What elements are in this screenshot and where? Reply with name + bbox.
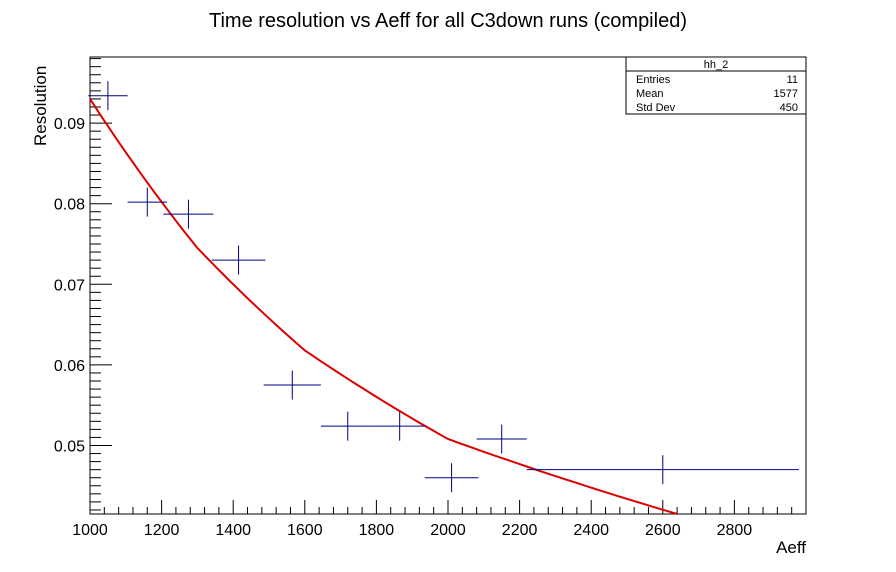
x-tick-label: 1000 [72,522,108,539]
data-point [476,424,527,454]
y-tick-label: 0.06 [54,358,85,375]
x-tick-label: 2600 [645,522,681,539]
x-tick-label: 1800 [359,522,395,539]
x-axis-label: Aeff [776,538,806,557]
fit-curve [89,98,678,515]
y-axis-label: Resolution [31,66,50,146]
stats-box: hh_2 Entries 11 Mean 1577 Std Dev 450 [625,56,807,115]
chart-title: Time resolution vs Aeff for all C3down r… [209,10,687,32]
plot-frame-rect [89,56,807,515]
x-tick-label: 2000 [430,522,466,539]
stats-box-name: hh_2 [704,59,728,71]
x-tick-label: 1200 [144,522,180,539]
y-tick-label: 0.05 [54,438,85,455]
data-point [424,463,479,493]
axis-ticks: 1000 1200 1400 1600 1800 2000 2200 2400 2600 2800… [54,58,793,539]
y-tick-label: 0.08 [54,197,85,214]
data-point [127,187,167,217]
data-point [88,81,128,111]
stats-row-value: 11 [787,74,798,86]
y-tick-label: 0.09 [54,116,85,133]
stats-row-value: 1577 [774,88,798,100]
fit-curve-group [89,98,678,515]
data-point [263,370,321,400]
data-point [526,455,799,485]
stats-box-frame [625,56,807,115]
stats-row-label: Entries [636,74,671,86]
x-tick-label: 2200 [502,522,538,539]
stats-row-label: Std Dev [636,102,676,114]
data-points [88,81,799,493]
data-point [374,411,425,441]
data-point [163,199,214,229]
data-point [211,245,266,275]
y-tick-label: 0.07 [54,277,85,294]
stats-row-value: 450 [780,102,798,114]
plot-frame [89,56,807,515]
x-tick-label: 2800 [717,522,753,539]
x-tick-label: 1400 [215,522,251,539]
data-point [320,411,375,441]
x-tick-label: 2400 [573,522,609,539]
x-tick-label: 1600 [287,522,323,539]
stats-row-label: Mean [636,88,664,100]
